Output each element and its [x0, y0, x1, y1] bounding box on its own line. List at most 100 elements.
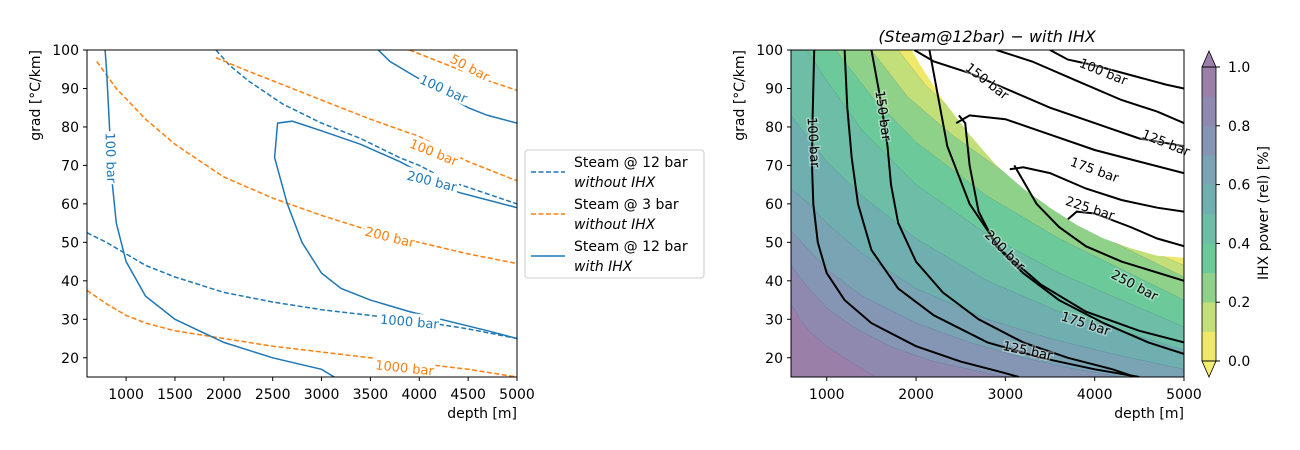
colorbar-segment [1202, 243, 1216, 274]
filled-band [791, 303, 877, 377]
contour-label-text: 100 bar [803, 117, 822, 169]
contour-line [955, 114, 1184, 175]
contour-label-text: 50 bar [447, 52, 492, 85]
colorbar-segment [1202, 331, 1216, 362]
unfilled-region [911, 50, 1184, 258]
contour-line [928, 50, 1184, 344]
right-chart-title: (Steam@12bar) − with IHX [878, 27, 1096, 46]
x-tick-label: 1500 [157, 387, 193, 403]
legend-entry-line2: without IHX [574, 175, 656, 191]
contour-label-text: 1000 bar [379, 313, 440, 333]
y-tick-label: 40 [61, 274, 79, 290]
colorbar-body [1201, 50, 1217, 378]
series-line [104, 50, 335, 377]
x-tick-label: 2000 [206, 387, 242, 403]
y-tick-label: 30 [61, 312, 79, 328]
contour-label-gap [373, 356, 436, 378]
y-tick-label: 80 [765, 120, 783, 136]
legend-entry-line2: without IHX [574, 217, 656, 233]
x-tick-label: 4500 [450, 387, 486, 403]
colorbar-segment [1202, 184, 1216, 215]
contour-line [1013, 164, 1184, 282]
contour-label: 100 bar [416, 70, 472, 107]
contour-label: 100 bar [406, 134, 462, 170]
left-y-ticks: 20 30 40 50 60 70 80 90 100 [52, 43, 87, 367]
y-tick-label: 40 [765, 274, 783, 290]
legend-entry: Steam @ 3 bar without IHX [531, 197, 679, 233]
x-tick-label: 1000 [108, 387, 144, 403]
legend-frame [524, 149, 705, 279]
contour-line [810, 50, 1020, 377]
contour-line [958, 114, 1184, 355]
colorbar-segment [1202, 155, 1216, 185]
colorbar-segment [1202, 96, 1216, 127]
x-tick-label: 3000 [304, 387, 340, 403]
x-tick-label: 4000 [401, 387, 437, 403]
x-tick-label: 2000 [898, 387, 934, 403]
contour-label-gap [406, 134, 462, 169]
legend-entry-line1: Steam @ 12 bar [574, 155, 688, 171]
y-tick-label: 70 [61, 158, 79, 174]
right-y-axis-label: grad [°C/km] [732, 50, 748, 141]
y-tick-label: 100 [756, 43, 783, 59]
colorbar-segment [1202, 125, 1216, 156]
colorbar-segment [1202, 272, 1216, 303]
left-y-axis-label: grad [°C/km] [28, 50, 44, 141]
contour-line [870, 50, 1136, 377]
x-tick-label: 5000 [499, 387, 535, 403]
contour-line [843, 50, 1140, 377]
contour-label-text: 100 bar [102, 132, 119, 184]
y-tick-label: 20 [61, 351, 79, 367]
contour-label-gap [103, 130, 121, 185]
left-axes-frame [86, 49, 518, 378]
contour-line [1049, 50, 1184, 90]
colorbar-label: IHX power (rel) [%] [1256, 146, 1272, 280]
colorbar-tick-label: 0.8 [1228, 119, 1250, 135]
colorbar-ticks: 0.0 0.2 0.4 0.6 0.8 1.0 [1216, 60, 1250, 370]
colorbar-tick-label: 0.4 [1228, 236, 1250, 252]
colorbar-tick-label: 0.2 [1228, 295, 1250, 311]
legend-entry-line1: Steam @ 3 bar [574, 197, 679, 213]
right-plot-area [791, 50, 1184, 377]
x-tick-label: 2500 [255, 387, 291, 403]
colorbar-tick-label: 0.6 [1228, 178, 1250, 194]
colorbar-extend-top [1201, 50, 1217, 68]
y-tick-label: 90 [61, 81, 79, 97]
legend-entry: Steam @ 12 bar with IHX [531, 239, 688, 275]
contour-label: 1000 bar [373, 356, 436, 379]
contour-line [996, 50, 1184, 125]
right-x-ticks: 1000 2000 3000 4000 5000 [809, 377, 1202, 403]
right-axes-frame [790, 49, 1185, 378]
filled-band [791, 265, 1006, 377]
y-tick-label: 80 [61, 120, 79, 136]
legend: Steam @ 12 bar without IHX Steam @ 3 bar… [524, 149, 705, 279]
y-tick-label: 20 [765, 351, 783, 367]
colorbar-segment [1202, 214, 1216, 244]
series-line [215, 50, 517, 205]
colorbar-tick-label: 1.0 [1228, 60, 1250, 76]
contour-line [1067, 210, 1184, 248]
left-x-ticks: 1000 1500 2000 2500 3000 3500 4000 4500 5000 [108, 377, 535, 403]
contour-label-gap [416, 70, 472, 106]
right-x-axis-label: depth [m] [1114, 406, 1184, 422]
series-line [96, 61, 517, 265]
contour-line [913, 50, 1184, 148]
y-tick-label: 100 [52, 43, 79, 59]
x-tick-label: 4000 [1077, 387, 1113, 403]
y-tick-label: 50 [61, 235, 79, 251]
contour-label-text: 100 bar [417, 73, 470, 108]
contour-label: 50 bar [446, 49, 494, 85]
y-tick-label: 60 [765, 197, 783, 213]
contour-label: 1000 bar [378, 310, 441, 333]
colorbar-tick-label: 0.0 [1228, 354, 1250, 370]
colorbar-frame [1201, 66, 1217, 362]
colorbar-segment [1202, 67, 1216, 97]
colorbar-extend-bottom [1201, 360, 1217, 378]
contour-label-gap [362, 222, 418, 250]
x-tick-label: 1000 [809, 387, 845, 403]
y-tick-label: 90 [765, 81, 783, 97]
